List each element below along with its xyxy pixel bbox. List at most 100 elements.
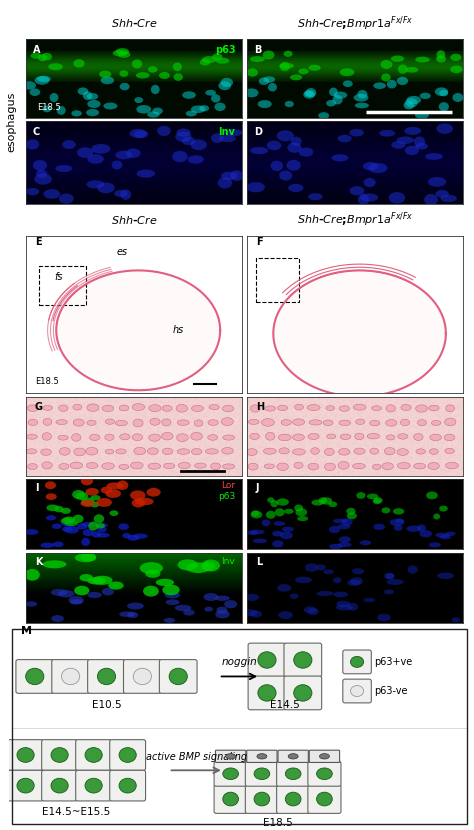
FancyBboxPatch shape (343, 650, 371, 674)
Ellipse shape (307, 404, 320, 411)
Ellipse shape (74, 448, 85, 456)
Text: esophagus: esophagus (7, 91, 17, 152)
Ellipse shape (309, 65, 321, 71)
Ellipse shape (70, 462, 82, 469)
Ellipse shape (26, 188, 39, 195)
Ellipse shape (306, 88, 316, 97)
Ellipse shape (96, 523, 105, 529)
FancyBboxPatch shape (76, 770, 111, 801)
Ellipse shape (326, 100, 336, 106)
FancyBboxPatch shape (248, 643, 286, 676)
Ellipse shape (219, 135, 236, 142)
Ellipse shape (119, 434, 130, 440)
Ellipse shape (318, 112, 329, 119)
Ellipse shape (152, 108, 163, 115)
Ellipse shape (105, 419, 115, 424)
Ellipse shape (116, 420, 128, 426)
Ellipse shape (114, 190, 128, 197)
Ellipse shape (398, 434, 408, 439)
Ellipse shape (55, 165, 73, 172)
Ellipse shape (435, 87, 448, 96)
Ellipse shape (350, 657, 364, 667)
Ellipse shape (147, 111, 160, 118)
Ellipse shape (27, 405, 38, 412)
Ellipse shape (191, 139, 207, 150)
Ellipse shape (297, 516, 308, 521)
Ellipse shape (453, 93, 464, 102)
Ellipse shape (61, 508, 71, 514)
Ellipse shape (163, 584, 180, 595)
Ellipse shape (247, 68, 258, 76)
Text: A: A (33, 45, 40, 55)
Ellipse shape (430, 434, 441, 441)
Ellipse shape (450, 66, 463, 73)
Ellipse shape (374, 524, 385, 530)
Ellipse shape (48, 63, 63, 71)
Ellipse shape (445, 418, 456, 426)
Text: Inv: Inv (221, 557, 235, 566)
Ellipse shape (216, 607, 228, 613)
Ellipse shape (175, 132, 191, 142)
Ellipse shape (282, 526, 294, 532)
Ellipse shape (56, 420, 67, 425)
Ellipse shape (115, 151, 133, 159)
Ellipse shape (338, 461, 349, 469)
Ellipse shape (363, 162, 378, 170)
Ellipse shape (278, 405, 288, 411)
Ellipse shape (225, 129, 243, 136)
Ellipse shape (272, 530, 283, 536)
Ellipse shape (349, 129, 364, 136)
Ellipse shape (281, 420, 292, 426)
Ellipse shape (119, 83, 129, 90)
Ellipse shape (304, 90, 313, 97)
Ellipse shape (373, 498, 381, 505)
Ellipse shape (27, 434, 37, 439)
Ellipse shape (386, 579, 404, 585)
Ellipse shape (178, 559, 198, 570)
FancyBboxPatch shape (308, 784, 341, 813)
Ellipse shape (354, 94, 368, 101)
Ellipse shape (186, 563, 210, 573)
Ellipse shape (109, 510, 118, 516)
Ellipse shape (386, 573, 394, 579)
Ellipse shape (373, 464, 381, 470)
Ellipse shape (43, 405, 53, 410)
Ellipse shape (106, 482, 123, 490)
Ellipse shape (97, 668, 116, 685)
Ellipse shape (55, 505, 64, 512)
Ellipse shape (106, 490, 121, 498)
Ellipse shape (374, 82, 386, 89)
Ellipse shape (149, 434, 161, 442)
Ellipse shape (34, 173, 52, 184)
Text: E18.5: E18.5 (37, 103, 61, 111)
Ellipse shape (285, 101, 294, 107)
Ellipse shape (428, 177, 446, 187)
FancyBboxPatch shape (277, 761, 310, 786)
Ellipse shape (417, 525, 426, 532)
Ellipse shape (208, 420, 218, 426)
Ellipse shape (143, 586, 159, 597)
Ellipse shape (117, 481, 128, 490)
Ellipse shape (222, 464, 235, 469)
Ellipse shape (292, 434, 304, 441)
Ellipse shape (75, 492, 89, 500)
Ellipse shape (350, 577, 363, 585)
Ellipse shape (90, 434, 100, 441)
Ellipse shape (172, 151, 188, 162)
FancyBboxPatch shape (16, 660, 54, 693)
Ellipse shape (50, 93, 58, 102)
Ellipse shape (271, 160, 283, 171)
Ellipse shape (164, 592, 180, 598)
Ellipse shape (379, 129, 395, 137)
Ellipse shape (102, 588, 114, 595)
Ellipse shape (81, 500, 95, 507)
Ellipse shape (386, 405, 395, 412)
Ellipse shape (262, 520, 270, 526)
Ellipse shape (102, 463, 114, 469)
Text: E18.5: E18.5 (35, 377, 58, 386)
Ellipse shape (62, 526, 73, 532)
Ellipse shape (86, 447, 98, 455)
FancyBboxPatch shape (308, 761, 341, 786)
Ellipse shape (292, 449, 305, 455)
Ellipse shape (120, 189, 131, 200)
